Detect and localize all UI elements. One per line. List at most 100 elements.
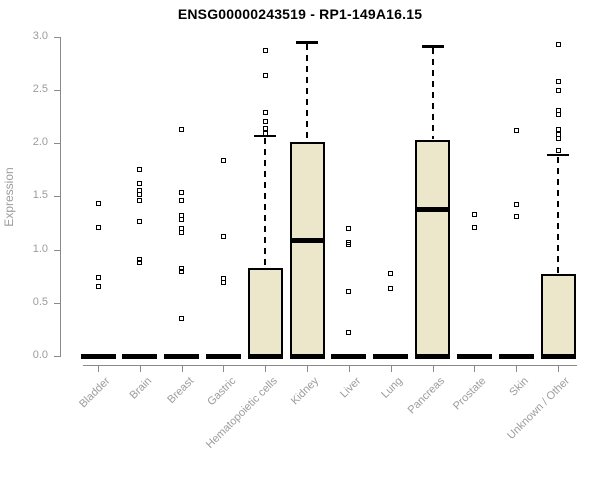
x-tick [223,366,225,372]
outlier-point [555,111,561,117]
zero-median-bar [164,353,200,359]
outlier-point [95,201,101,207]
outlier-point [179,217,185,223]
outlier-point [346,225,352,231]
outlier-point [262,119,268,125]
outlier-point [179,126,185,132]
outlier-point [137,219,143,225]
outlier-point [555,87,561,93]
outlier-point [179,269,185,275]
whisker-line [264,137,267,267]
box-rect [289,142,325,356]
outlier-point [179,266,185,272]
x-tick [558,366,560,372]
outlier-point [555,78,561,84]
outlier-point [471,211,477,217]
median-line [289,237,325,243]
outlier-point [220,234,226,240]
x-tick [348,366,350,372]
y-axis-line [60,36,61,357]
outlier-point [555,136,561,142]
zero-median-bar [331,353,367,359]
y-tick-label: 0.0 [32,349,48,361]
x-tick [181,366,183,372]
y-tick-label: 0.5 [32,295,48,308]
whisker-line [557,156,560,274]
outlier-point [555,41,561,47]
median-line [415,206,451,212]
x-tick [390,366,392,372]
outlier-point [513,214,519,220]
outlier-point [137,191,143,197]
y-tick-label: 2.5 [32,83,48,95]
x-category-label: Skin [507,375,531,399]
y-tick [54,249,60,251]
y-tick-label: 2.0 [32,136,48,149]
outlier-point [346,288,352,294]
outlier-point [179,189,185,195]
x-tick [98,366,99,372]
whisker-cap [547,153,570,157]
whisker-cap [296,41,319,44]
x-category-label: Bladder [77,375,113,411]
box-rect [247,267,283,356]
outlier-point [346,330,352,336]
x-tick [307,366,309,372]
outlier-point [137,259,143,265]
outlier-point [346,241,352,247]
outlier-point [513,127,519,133]
outlier-point [555,126,561,132]
y-tick-label: 1.5 [32,189,48,202]
outlier-point [137,256,143,262]
whisker-line [431,48,434,139]
outlier-point [137,167,143,173]
outlier-point [262,131,268,137]
outlier-point [388,270,394,276]
x-category-label: Liver [338,375,364,401]
whisker-cap [421,45,444,48]
zero-median-bar [289,353,325,359]
x-tick [139,366,141,372]
outlier-point [179,316,185,322]
x-category-label: Kidney [289,375,322,408]
whisker-line [306,44,309,142]
outlier-point [388,286,394,292]
zero-median-bar [247,353,283,359]
x-category-label: Brain [127,375,155,402]
chart-title: ENSG00000243519 - RP1-149A16.15 [177,6,423,22]
x-category-label: Hematopoietic cells [203,375,280,451]
x-category-label: Lung [379,375,406,401]
outlier-point [513,202,519,208]
y-tick [54,90,60,91]
x-axis-line [83,365,577,366]
x-tick [432,366,434,372]
x-category-label: Prostate [451,375,489,413]
y-tick [54,36,60,38]
x-tick [265,366,267,372]
outlier-point [179,198,185,204]
outlier-point [95,284,101,290]
outlier-point [95,224,101,230]
outlier-point [220,280,226,286]
x-category-label: Pancreas [405,375,448,417]
box-rect [540,274,576,356]
y-tick [54,302,60,304]
zero-median-bar [205,353,241,359]
outlier-point [262,125,268,131]
outlier-point [179,230,185,236]
outlier-point [262,72,268,78]
outlier-point [137,198,143,204]
zero-median-bar [540,353,576,359]
outlier-point [262,48,268,54]
zero-median-bar [80,353,116,359]
zero-median-bar [373,353,409,359]
outlier-point [95,274,101,280]
y-tick [54,356,60,357]
box-rect [415,140,451,356]
y-tick [54,196,60,198]
outlier-point [262,109,268,115]
x-tick [474,366,476,372]
zero-median-bar [456,353,492,359]
zero-median-bar [415,353,451,359]
x-tick [516,366,518,372]
